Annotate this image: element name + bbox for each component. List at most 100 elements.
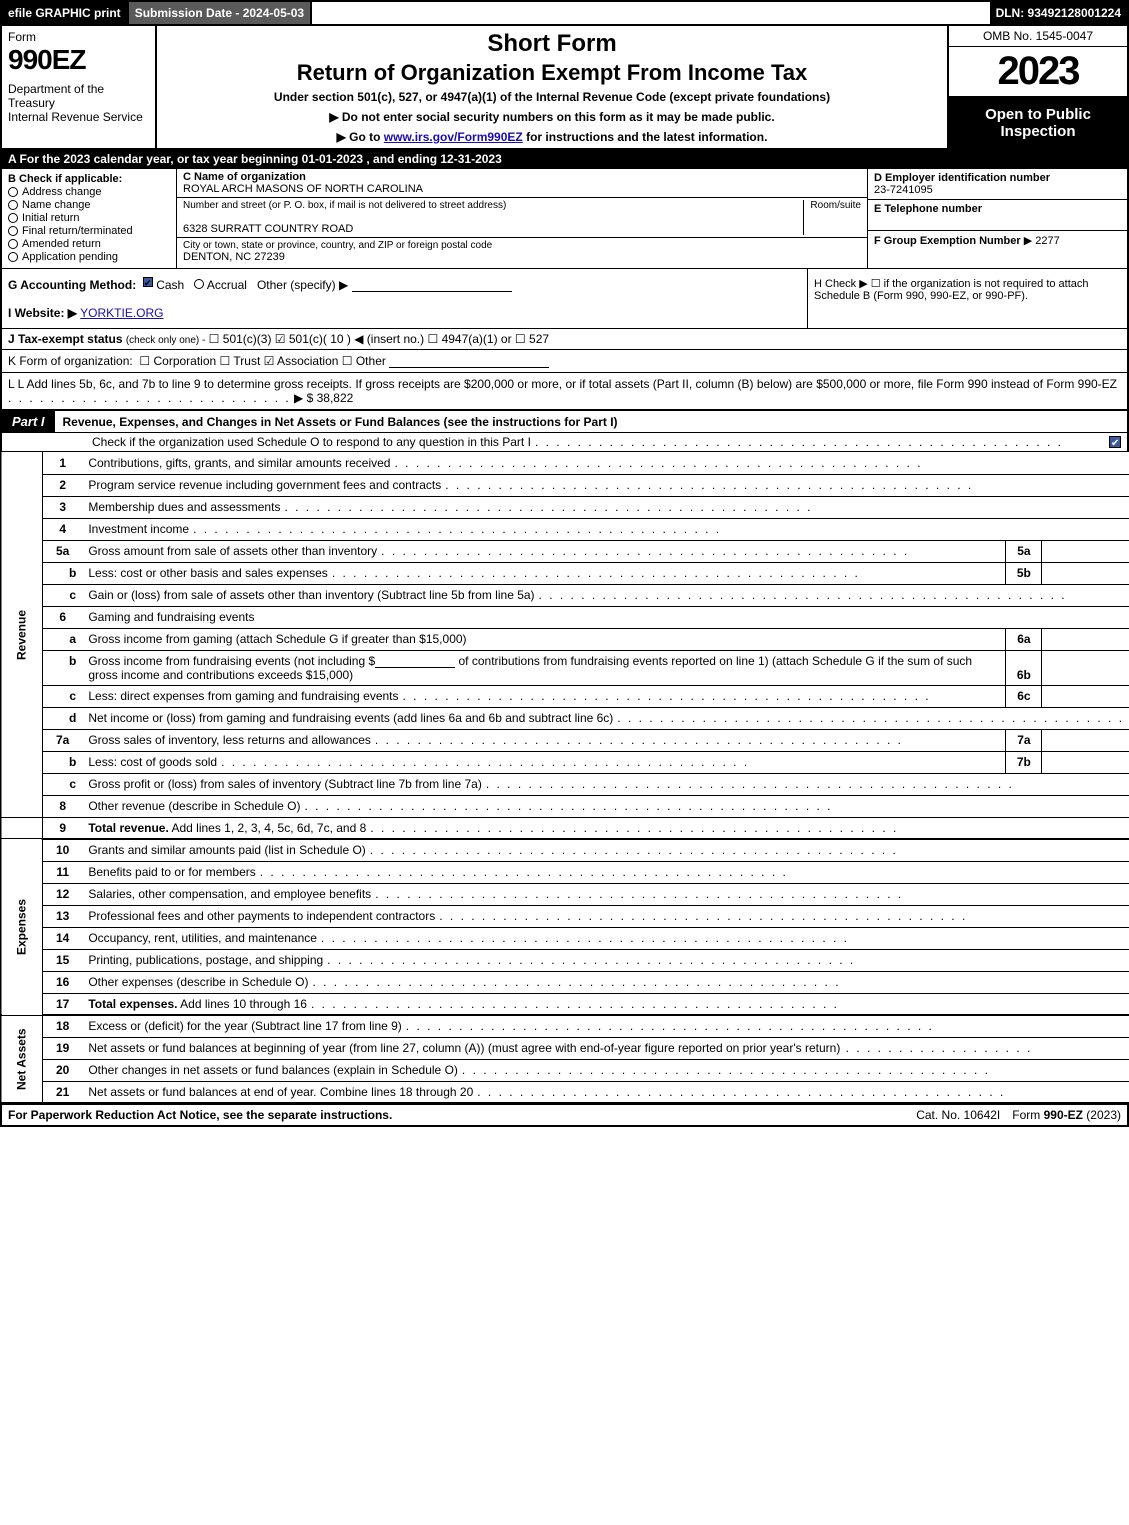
website-link[interactable]: YORKTIE.ORG xyxy=(80,306,163,320)
chk-initial-return[interactable]: Initial return xyxy=(8,212,170,224)
line-8: 8 Other revenue (describe in Schedule O)… xyxy=(1,795,1129,817)
line-5a: 5a Gross amount from sale of assets othe… xyxy=(1,540,1129,562)
main-title: Return of Organization Exempt From Incom… xyxy=(165,60,939,86)
open-to-public: Open to Public Inspection xyxy=(949,97,1127,148)
section-l: L L Add lines 5b, 6c, and 7b to line 9 t… xyxy=(0,373,1129,411)
bullet-2: ▶ Go to www.irs.gov/Form990EZ for instru… xyxy=(165,130,939,144)
line-3: 3 Membership dues and assessments 3 38,8… xyxy=(1,496,1129,518)
line-6d: d Net income or (loss) from gaming and f… xyxy=(1,707,1129,729)
line-5b: b Less: cost or other basis and sales ex… xyxy=(1,562,1129,584)
form-number: 990EZ xyxy=(8,44,149,76)
l-text: L Add lines 5b, 6c, and 7b to line 9 to … xyxy=(18,377,1117,391)
line-14: 14 Occupancy, rent, utilities, and maint… xyxy=(1,927,1129,949)
topbar-spacer xyxy=(312,2,989,24)
c-label: C Name of organization xyxy=(183,171,861,183)
line-19: 19 Net assets or fund balances at beginn… xyxy=(1,1037,1129,1059)
line-5c: c Gain or (loss) from sale of assets oth… xyxy=(1,584,1129,606)
footer-center: Cat. No. 10642I xyxy=(910,1105,1006,1125)
room-suite-label: Room/suite xyxy=(803,200,861,235)
line-6: 6 Gaming and fundraising events xyxy=(1,606,1129,628)
line-6b: b Gross income from fundraising events (… xyxy=(1,650,1129,685)
line-4: 4 Investment income 4 xyxy=(1,518,1129,540)
bullet-2-pre: ▶ Go to xyxy=(337,130,384,144)
bullet-1: ▶ Do not enter social security numbers o… xyxy=(165,110,939,124)
section-k: K Form of organization: ☐ Corporation ☐ … xyxy=(0,350,1129,373)
side-expenses: Expenses xyxy=(1,839,43,1015)
side-netassets: Net Assets xyxy=(1,1015,43,1103)
chk-application-pending[interactable]: Application pending xyxy=(8,251,170,263)
line-18: Net Assets 18 Excess or (deficit) for th… xyxy=(1,1015,1129,1037)
city-label: City or town, state or province, country… xyxy=(183,240,861,251)
header-right: OMB No. 1545-0047 2023 Open to Public In… xyxy=(947,26,1127,148)
line-12: 12 Salaries, other compensation, and emp… xyxy=(1,883,1129,905)
g-other-fill[interactable] xyxy=(352,280,512,292)
line-a: A For the 2023 calendar year, or tax yea… xyxy=(0,150,1129,169)
line-10: Expenses 10 Grants and similar amounts p… xyxy=(1,839,1129,861)
form-header: Form 990EZ Department of the Treasury In… xyxy=(0,26,1129,150)
j-label: J Tax-exempt status xyxy=(8,332,123,346)
section-c: C Name of organization ROYAL ARCH MASONS… xyxy=(177,169,867,268)
chk-amended-return[interactable]: Amended return xyxy=(8,238,170,250)
line-6c: c Less: direct expenses from gaming and … xyxy=(1,685,1129,707)
line-1: Revenue 1 Contributions, gifts, grants, … xyxy=(1,452,1129,474)
h-text: H Check ▶ ☐ if the organization is not r… xyxy=(814,278,1089,302)
line-7b: b Less: cost of goods sold 7b xyxy=(1,751,1129,773)
part-1-title: Revenue, Expenses, and Changes in Net As… xyxy=(55,412,1127,432)
dept-label: Department of the Treasury Internal Reve… xyxy=(8,82,149,124)
part-1-sub: Check if the organization used Schedule … xyxy=(0,433,1129,452)
ein-value: 23-7241095 xyxy=(874,184,933,196)
lines-table: Revenue 1 Contributions, gifts, grants, … xyxy=(0,452,1129,1104)
e-label: E Telephone number xyxy=(874,203,982,215)
block-bcdef: B Check if applicable: Address change Na… xyxy=(0,169,1129,269)
line-20: 20 Other changes in net assets or fund b… xyxy=(1,1059,1129,1081)
efile-label[interactable]: efile GRAPHIC print xyxy=(2,2,129,24)
org-name: ROYAL ARCH MASONS OF NORTH CAROLINA xyxy=(183,183,861,195)
chk-name-change[interactable]: Name change xyxy=(8,199,170,211)
chk-final-return[interactable]: Final return/terminated xyxy=(8,225,170,237)
k-options[interactable]: ☐ Corporation ☐ Trust ☑ Association ☐ Ot… xyxy=(139,354,385,368)
line-6a: a Gross income from gaming (attach Sched… xyxy=(1,628,1129,650)
city-value: DENTON, NC 27239 xyxy=(183,251,861,263)
irs-link[interactable]: www.irs.gov/Form990EZ xyxy=(384,130,523,144)
subtitle: Under section 501(c), 527, or 4947(a)(1)… xyxy=(165,90,939,104)
short-form-title: Short Form xyxy=(165,30,939,58)
bullet-2-post: for instructions and the latest informat… xyxy=(523,130,768,144)
line-17: 17 Total expenses. Add lines 10 through … xyxy=(1,993,1129,1015)
section-h: H Check ▶ ☐ if the organization is not r… xyxy=(807,269,1127,328)
g-other: Other (specify) ▶ xyxy=(257,278,348,292)
form-word: Form xyxy=(8,30,149,44)
line-16: 16 Other expenses (describe in Schedule … xyxy=(1,971,1129,993)
d-label: D Employer identification number xyxy=(874,172,1050,184)
street-label: Number and street (or P. O. box, if mail… xyxy=(183,200,803,211)
footer-right: Form 990-EZ (2023) xyxy=(1006,1105,1127,1125)
k-label: K Form of organization: xyxy=(8,354,133,368)
chk-accrual[interactable] xyxy=(194,279,204,289)
side-revenue: Revenue xyxy=(1,452,43,817)
row-gh: G Accounting Method: Cash Accrual Other … xyxy=(0,269,1129,329)
line-11: 11 Benefits paid to or for members 11 xyxy=(1,861,1129,883)
part-1-header: Part I Revenue, Expenses, and Changes in… xyxy=(0,411,1129,433)
section-g: G Accounting Method: Cash Accrual Other … xyxy=(2,269,807,328)
l-amount: ▶ $ 38,822 xyxy=(294,391,353,405)
line-7c: c Gross profit or (loss) from sales of i… xyxy=(1,773,1129,795)
line-13: 13 Professional fees and other payments … xyxy=(1,905,1129,927)
tax-year: 2023 xyxy=(949,47,1127,97)
line-21: 21 Net assets or fund balances at end of… xyxy=(1,1081,1129,1103)
g-label: G Accounting Method: xyxy=(8,278,136,292)
section-j: J Tax-exempt status (check only one) - ☐… xyxy=(0,329,1129,350)
line-2: 2 Program service revenue including gove… xyxy=(1,474,1129,496)
part-1-tab: Part I xyxy=(2,411,55,432)
part1-check[interactable] xyxy=(1109,436,1121,448)
line-9: 9 Total revenue. Add lines 1, 2, 3, 4, 5… xyxy=(1,817,1129,839)
section-def: D Employer identification number 23-7241… xyxy=(867,169,1127,268)
page-footer: For Paperwork Reduction Act Notice, see … xyxy=(0,1104,1129,1127)
street-value: 6328 SURRATT COUNTRY ROAD xyxy=(183,223,353,235)
j-options[interactable]: ☐ 501(c)(3) ☑ 501(c)( 10 ) ◀ (insert no.… xyxy=(209,332,549,346)
chk-address-change[interactable]: Address change xyxy=(8,186,170,198)
chk-cash[interactable] xyxy=(143,277,153,287)
k-other-fill[interactable] xyxy=(389,356,549,368)
f-label: F Group Exemption Number xyxy=(874,235,1021,247)
header-left: Form 990EZ Department of the Treasury In… xyxy=(2,26,157,148)
i-label: I Website: ▶ xyxy=(8,306,77,320)
footer-left: For Paperwork Reduction Act Notice, see … xyxy=(2,1105,910,1125)
